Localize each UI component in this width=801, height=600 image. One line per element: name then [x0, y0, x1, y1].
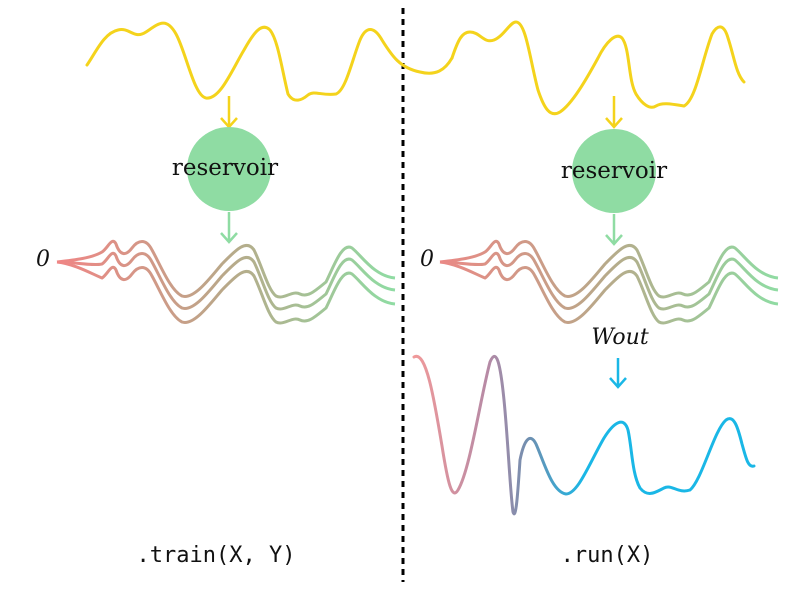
initial-state-label: 0: [420, 247, 434, 272]
input-signal-right: [450, 20, 746, 116]
arrow-down-icon: [605, 117, 623, 129]
state-trace: [439, 251, 779, 311]
input-signal-left: [85, 21, 454, 102]
reservoir-node: [572, 129, 656, 213]
reservoir-label: reservoir: [561, 158, 667, 184]
reservoir-states-left: [56, 239, 396, 325]
initial-state-label: 0: [36, 247, 50, 272]
run-caption: .run(X): [561, 543, 654, 568]
reservoir-states-right: [439, 239, 779, 325]
state-trace: [439, 239, 779, 299]
train-caption: .train(X, Y): [137, 543, 296, 568]
state-trace: [56, 251, 396, 311]
state-trace: [56, 260, 396, 325]
output-signal: [412, 354, 756, 516]
readout-weight-label: Wout: [591, 325, 649, 350]
state-trace: [439, 260, 779, 325]
reservoir-label: reservoir: [172, 155, 278, 181]
arrow-down-icon: [609, 377, 627, 389]
arrow-down-icon: [220, 232, 238, 244]
arrow-down-icon: [605, 234, 623, 246]
reservoir-node: [187, 127, 271, 211]
state-trace: [56, 239, 396, 299]
